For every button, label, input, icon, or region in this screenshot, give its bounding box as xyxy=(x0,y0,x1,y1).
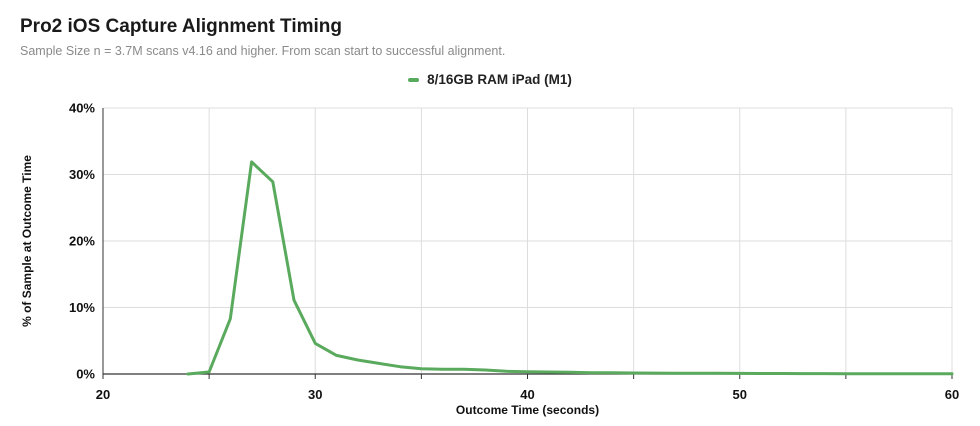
chart-title: Pro2 iOS Capture Alignment Timing xyxy=(20,16,342,37)
y-tick-label: 0% xyxy=(76,367,95,382)
legend: 8/16GB RAM iPad (M1) xyxy=(0,72,980,87)
chart-subtitle: Sample Size n = 3.7M scans v4.16 and hig… xyxy=(20,44,506,58)
y-tick-label: 40% xyxy=(69,101,95,116)
series-lines xyxy=(186,160,954,376)
series-line xyxy=(186,160,954,376)
tick-labels: 0% 10% 20% 30% 40% 20 30 40 50 60 xyxy=(69,101,959,403)
x-tick-label: 60 xyxy=(945,387,959,402)
x-tick-label: 50 xyxy=(733,387,747,402)
x-axis-title: Outcome Time (seconds) xyxy=(456,403,599,417)
y-tick-label: 20% xyxy=(69,234,95,249)
y-axis-title: % of Sample at Outcome Time xyxy=(20,155,34,327)
gridlines xyxy=(103,107,953,374)
x-tick-label: 40 xyxy=(520,387,534,402)
legend-label: 8/16GB RAM iPad (M1) xyxy=(427,72,572,87)
y-tick-label: 30% xyxy=(69,167,95,182)
legend-swatch xyxy=(408,77,420,82)
x-tick-label: 20 xyxy=(96,387,110,402)
x-tick-label: 30 xyxy=(308,387,322,402)
y-tick-label: 10% xyxy=(69,300,95,315)
